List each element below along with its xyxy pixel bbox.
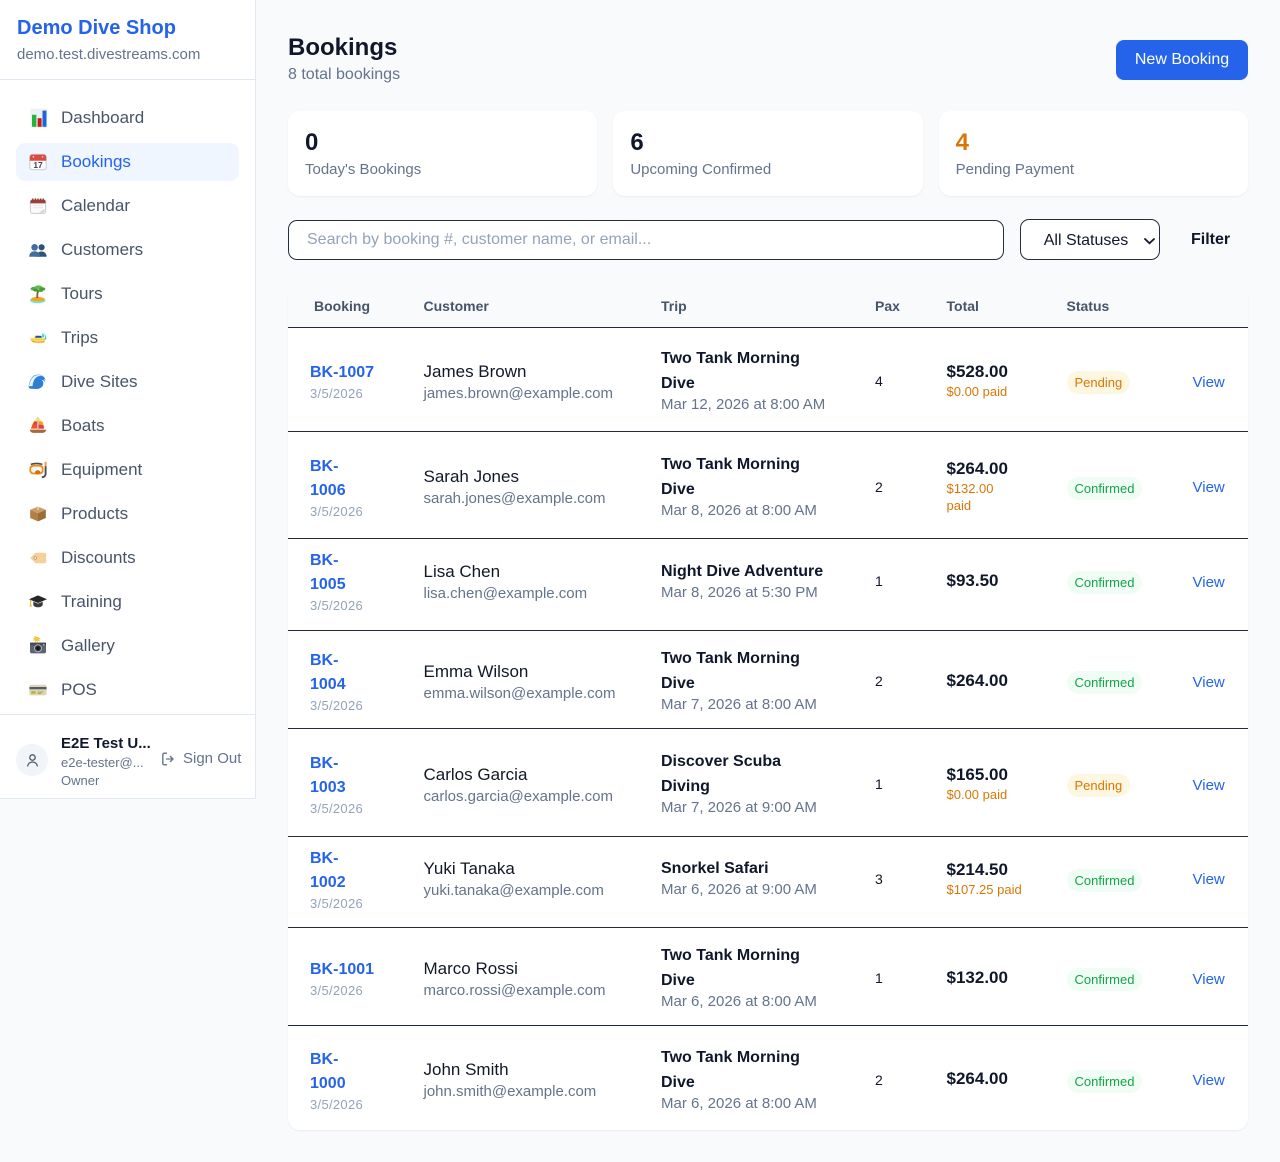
svg-text:17: 17 bbox=[33, 160, 43, 170]
